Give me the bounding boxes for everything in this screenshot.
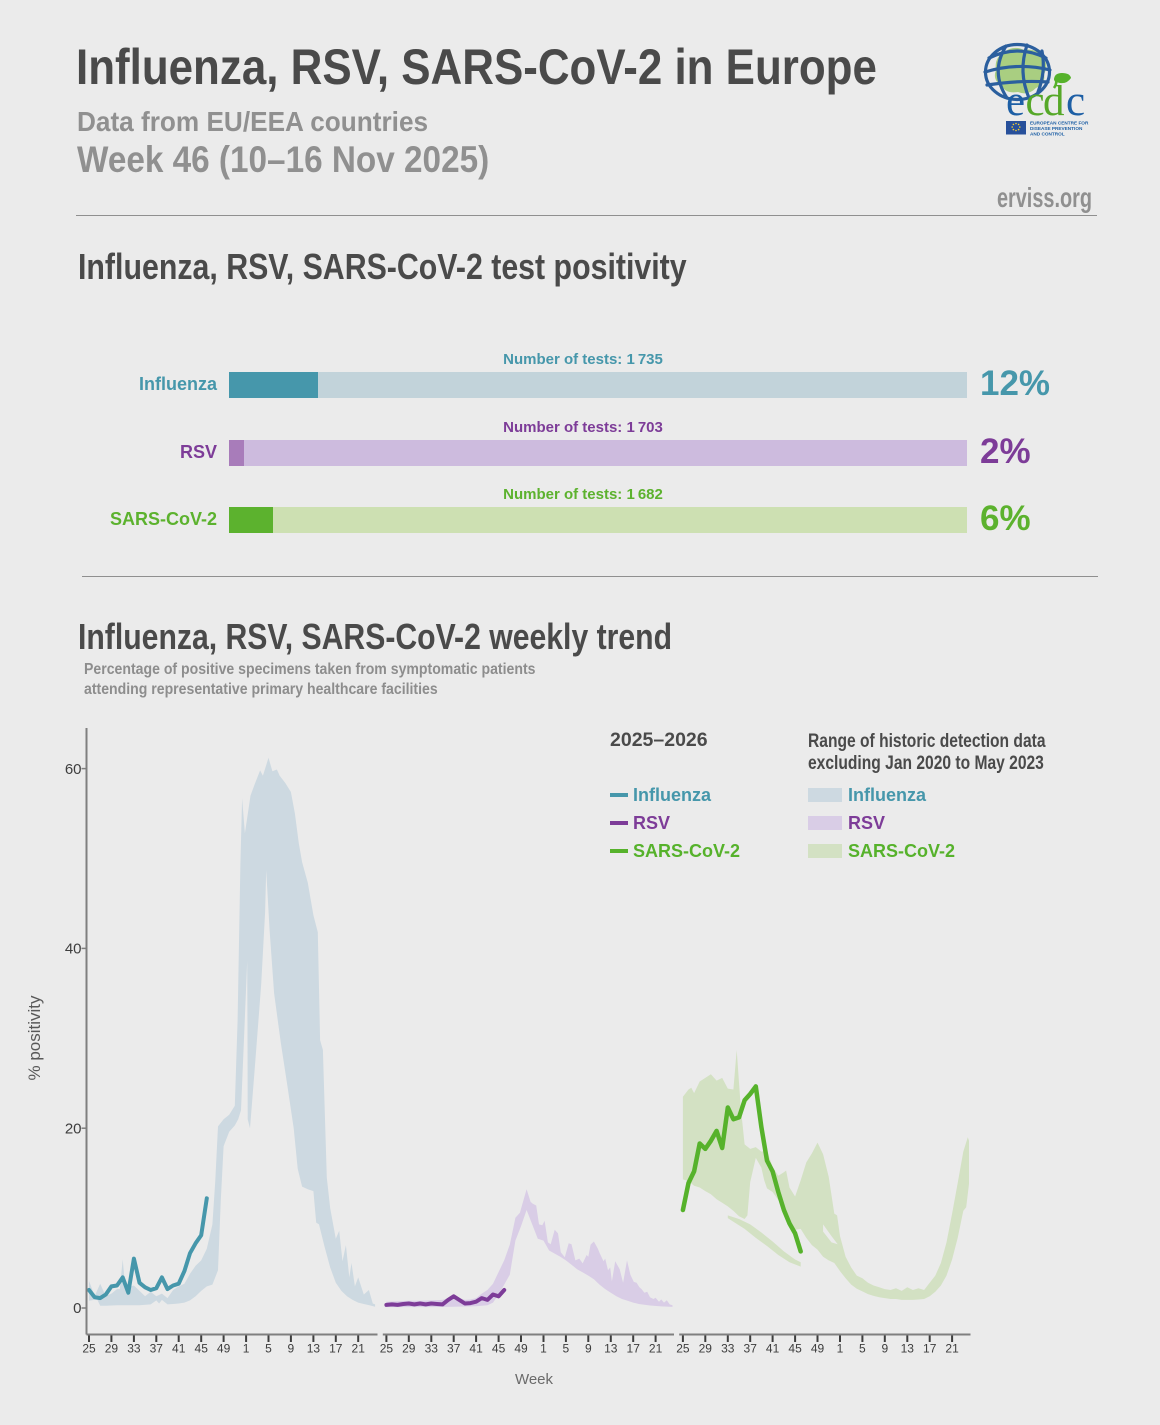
svg-text:45: 45 bbox=[195, 1342, 209, 1356]
svg-text:17: 17 bbox=[923, 1342, 937, 1356]
svg-text:AND CONTROL: AND CONTROL bbox=[1030, 132, 1065, 137]
svg-text:13: 13 bbox=[307, 1342, 321, 1356]
svg-text:0: 0 bbox=[73, 1300, 81, 1317]
svg-text:37: 37 bbox=[150, 1342, 164, 1356]
svg-text:c: c bbox=[1066, 78, 1085, 125]
svg-text:Week: Week bbox=[515, 1371, 554, 1388]
svg-text:17: 17 bbox=[627, 1342, 641, 1356]
svg-text:5: 5 bbox=[265, 1342, 272, 1356]
svg-text:29: 29 bbox=[105, 1342, 119, 1356]
svg-text:21: 21 bbox=[352, 1342, 366, 1356]
svg-text:41: 41 bbox=[172, 1342, 186, 1356]
svg-text:17: 17 bbox=[329, 1342, 343, 1356]
svg-text:DISEASE PREVENTION: DISEASE PREVENTION bbox=[1030, 126, 1083, 131]
svg-text:49: 49 bbox=[217, 1342, 231, 1356]
svg-text:1: 1 bbox=[540, 1342, 547, 1356]
svg-text:25: 25 bbox=[380, 1342, 394, 1356]
svg-text:9: 9 bbox=[585, 1342, 592, 1356]
svg-text:41: 41 bbox=[766, 1342, 780, 1356]
svg-text:25: 25 bbox=[676, 1342, 690, 1356]
svg-text:29: 29 bbox=[699, 1342, 713, 1356]
svg-text:1: 1 bbox=[837, 1342, 844, 1356]
svg-text:33: 33 bbox=[127, 1342, 141, 1356]
svg-text:9: 9 bbox=[881, 1342, 888, 1356]
svg-text:21: 21 bbox=[945, 1342, 959, 1356]
svg-text:5: 5 bbox=[563, 1342, 570, 1356]
svg-text:33: 33 bbox=[425, 1342, 439, 1356]
svg-text:60: 60 bbox=[65, 761, 82, 778]
svg-text:37: 37 bbox=[744, 1342, 758, 1356]
svg-text:37: 37 bbox=[447, 1342, 461, 1356]
svg-text:1: 1 bbox=[243, 1342, 250, 1356]
svg-text:13: 13 bbox=[901, 1342, 915, 1356]
svg-text:49: 49 bbox=[811, 1342, 825, 1356]
svg-text:21: 21 bbox=[649, 1342, 663, 1356]
svg-text:29: 29 bbox=[402, 1342, 416, 1356]
svg-text:33: 33 bbox=[721, 1342, 735, 1356]
svg-text:45: 45 bbox=[788, 1342, 802, 1356]
svg-text:EUROPEAN CENTRE FOR: EUROPEAN CENTRE FOR bbox=[1030, 121, 1089, 126]
svg-text:d: d bbox=[1043, 78, 1065, 125]
svg-text:25: 25 bbox=[82, 1342, 96, 1356]
svg-text:e: e bbox=[1006, 78, 1025, 125]
svg-text:45: 45 bbox=[492, 1342, 506, 1356]
svg-text:40: 40 bbox=[65, 941, 82, 958]
svg-text:13: 13 bbox=[604, 1342, 618, 1356]
svg-text:49: 49 bbox=[514, 1342, 528, 1356]
svg-text:9: 9 bbox=[288, 1342, 295, 1356]
svg-text:5: 5 bbox=[859, 1342, 866, 1356]
svg-text:c: c bbox=[1026, 78, 1045, 125]
svg-text:20: 20 bbox=[65, 1120, 82, 1137]
svg-text:% positivity: % positivity bbox=[25, 995, 44, 1081]
svg-text:41: 41 bbox=[469, 1342, 483, 1356]
